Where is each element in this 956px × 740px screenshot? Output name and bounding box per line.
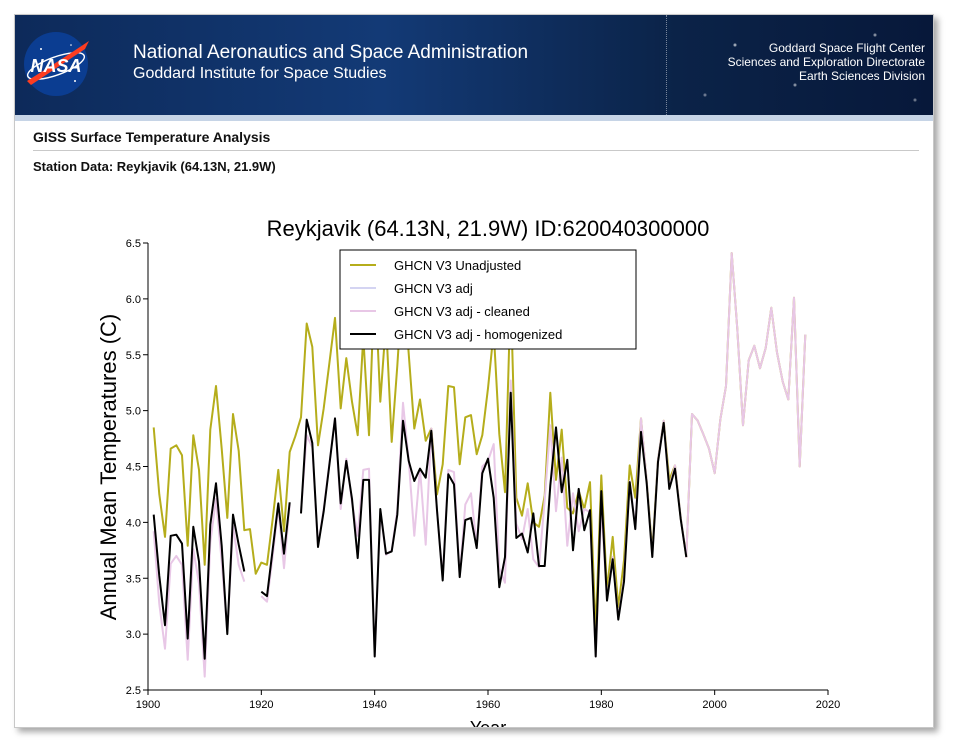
temperature-chart: 2.5 3.0 3.5 4.0 4.5 5.0 5.5 6.0 6.5 1900 1920 1940 1…: [96, 216, 840, 727]
nasa-logo[interactable]: NASA: [21, 29, 91, 99]
y-tick-label: 5.0: [126, 406, 141, 418]
x-tick-label: 2020: [816, 699, 840, 711]
y-tick-label: 5.5: [126, 350, 141, 362]
y-tick-label: 3.0: [126, 629, 141, 641]
y-tick-label: 6.5: [126, 238, 141, 250]
y-tick-label: 4.0: [126, 517, 141, 529]
station-label: Station Data: Reykjavik (64.13N, 21.9W): [33, 159, 276, 174]
legend-entry-label: GHCN V3 adj: [394, 281, 473, 296]
chart-title: Reykjavik (64.13N, 21.9W) ID:62004030000…: [267, 216, 710, 241]
section-title: GISS Surface Temperature Analysis: [33, 129, 271, 145]
org-name-line2[interactable]: Goddard Institute for Space Studies: [133, 65, 387, 82]
page-frame: NASA National Aeronautics and Space Admi…: [14, 14, 934, 728]
center-name[interactable]: Goddard Space Flight Center: [768, 41, 925, 55]
y-axis-label: Annual Mean Temperatures (C): [96, 314, 121, 621]
series-path: [152, 391, 688, 660]
x-tick-label: 1960: [476, 699, 500, 711]
x-tick-label: 2000: [702, 699, 726, 711]
header-banner: NASA National Aeronautics and Space Admi…: [15, 15, 933, 115]
header-underline-bar: [15, 115, 933, 121]
x-tick-label: 1980: [589, 699, 613, 711]
y-tick-label: 2.5: [126, 685, 141, 697]
nasa-logo-text: NASA: [30, 56, 81, 76]
x-tick-label: 1900: [136, 699, 160, 711]
legend-entry-label: GHCN V3 adj - cleaned: [394, 304, 530, 319]
x-tick-label: 1940: [362, 699, 386, 711]
banner-starfield: [15, 15, 933, 115]
x-axis-label: Year: [470, 718, 506, 727]
x-tick-label: 1920: [249, 699, 273, 711]
section-divider: [33, 150, 919, 151]
directorate-name[interactable]: Sciences and Exploration Directorate: [727, 55, 925, 69]
series-line-3: [152, 391, 688, 660]
legend-box: [339, 249, 637, 350]
org-name-line1[interactable]: National Aeronautics and Space Administr…: [133, 42, 529, 63]
banner-divider: [666, 15, 667, 115]
legend-entry-label: GHCN V3 adj - homogenized: [394, 327, 562, 342]
y-tick-label: 4.5: [126, 462, 141, 474]
division-name[interactable]: Earth Sciences Division: [798, 69, 925, 83]
legend-entry-label: GHCN V3 Unadjusted: [394, 258, 521, 273]
y-tick-label: 6.0: [126, 294, 141, 306]
y-tick-label: 3.5: [126, 573, 141, 585]
